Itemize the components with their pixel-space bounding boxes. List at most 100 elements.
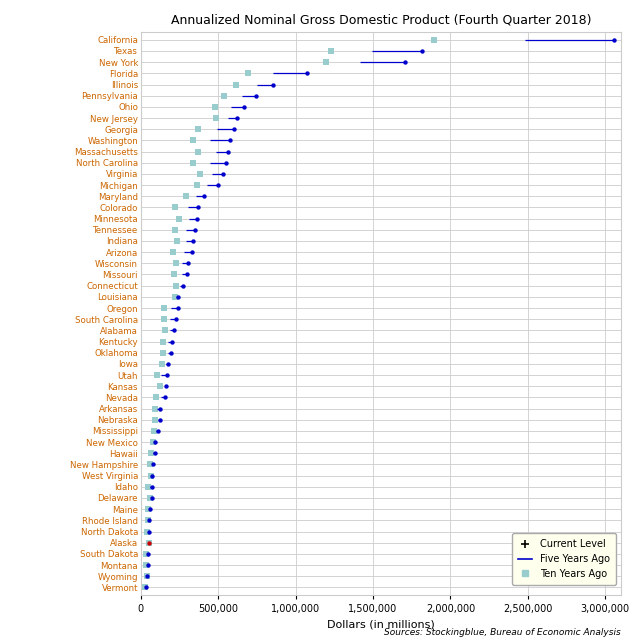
Point: [195, 169, 205, 179]
Point: [159, 303, 170, 313]
Point: [193, 202, 204, 212]
Point: [188, 135, 198, 145]
Point: [178, 280, 188, 291]
Point: [141, 548, 152, 559]
Point: [172, 236, 182, 246]
Point: [170, 292, 180, 302]
Point: [154, 415, 164, 425]
Point: [152, 370, 162, 380]
Point: [145, 493, 156, 503]
Point: [170, 258, 180, 268]
Point: [301, 68, 312, 79]
Point: [159, 314, 169, 324]
Point: [141, 571, 152, 581]
Point: [170, 225, 180, 235]
Point: [162, 370, 172, 380]
Point: [198, 191, 209, 202]
Point: [171, 314, 181, 324]
Point: [167, 337, 177, 347]
Point: [158, 348, 168, 358]
Point: [213, 180, 223, 190]
Point: [243, 68, 253, 79]
Point: [160, 392, 170, 403]
Point: [166, 348, 177, 358]
Point: [223, 147, 234, 157]
Point: [147, 437, 157, 447]
Point: [211, 113, 221, 123]
Point: [171, 280, 181, 291]
Point: [147, 470, 157, 481]
Point: [143, 560, 154, 570]
Point: [220, 91, 230, 101]
Point: [192, 180, 202, 190]
Point: [143, 515, 154, 525]
Point: [145, 504, 155, 515]
Point: [230, 79, 241, 90]
Point: [173, 292, 184, 302]
Point: [168, 325, 179, 335]
Point: [151, 392, 161, 403]
Point: [141, 560, 151, 570]
Point: [146, 470, 156, 481]
Point: [250, 91, 260, 101]
Point: [141, 582, 151, 593]
Point: [229, 124, 239, 134]
Point: [232, 113, 242, 123]
Point: [163, 359, 173, 369]
Point: [268, 79, 278, 90]
Point: [146, 448, 156, 458]
Point: [149, 448, 159, 458]
Point: [399, 57, 410, 67]
Point: [155, 403, 165, 413]
Point: [140, 582, 150, 593]
Point: [174, 214, 184, 224]
Point: [150, 403, 161, 413]
Point: [158, 337, 168, 347]
Point: [160, 325, 170, 335]
X-axis label: Dollars (in millions): Dollars (in millions): [327, 620, 435, 630]
Point: [148, 460, 159, 470]
Point: [144, 538, 154, 548]
Point: [239, 102, 249, 112]
Point: [192, 214, 202, 224]
Point: [225, 135, 235, 145]
Point: [150, 415, 160, 425]
Point: [169, 269, 179, 280]
Point: [144, 515, 154, 525]
Point: [149, 426, 159, 436]
Legend: Current Level, Five Years Ago, Ten Years Ago: Current Level, Five Years Ago, Ten Years…: [512, 533, 616, 585]
Point: [193, 147, 203, 157]
Point: [188, 236, 198, 246]
Point: [144, 526, 154, 536]
Point: [326, 46, 337, 56]
Point: [141, 571, 152, 581]
Point: [180, 191, 191, 202]
Point: [182, 269, 192, 280]
Point: [218, 169, 228, 179]
Point: [187, 247, 197, 257]
Point: [193, 124, 204, 134]
Text: Sources: Stockingblue, Bureau of Economic Analysis: Sources: Stockingblue, Bureau of Economi…: [384, 628, 621, 637]
Point: [161, 381, 172, 391]
Point: [172, 303, 182, 313]
Point: [142, 526, 152, 536]
Point: [145, 460, 155, 470]
Point: [143, 548, 154, 559]
Point: [188, 157, 198, 168]
Point: [221, 157, 231, 168]
Point: [321, 57, 331, 67]
Point: [143, 482, 153, 492]
Point: [153, 426, 163, 436]
Point: [168, 247, 179, 257]
Point: [157, 359, 167, 369]
Point: [147, 482, 157, 492]
Point: [156, 381, 166, 391]
Point: [143, 504, 153, 515]
Point: [429, 35, 439, 45]
Point: [609, 35, 620, 45]
Point: [150, 437, 161, 447]
Point: [189, 225, 200, 235]
Point: [183, 258, 193, 268]
Point: [144, 538, 154, 548]
Title: Annualized Nominal Gross Domestic Product (Fourth Quarter 2018): Annualized Nominal Gross Domestic Produc…: [170, 13, 591, 27]
